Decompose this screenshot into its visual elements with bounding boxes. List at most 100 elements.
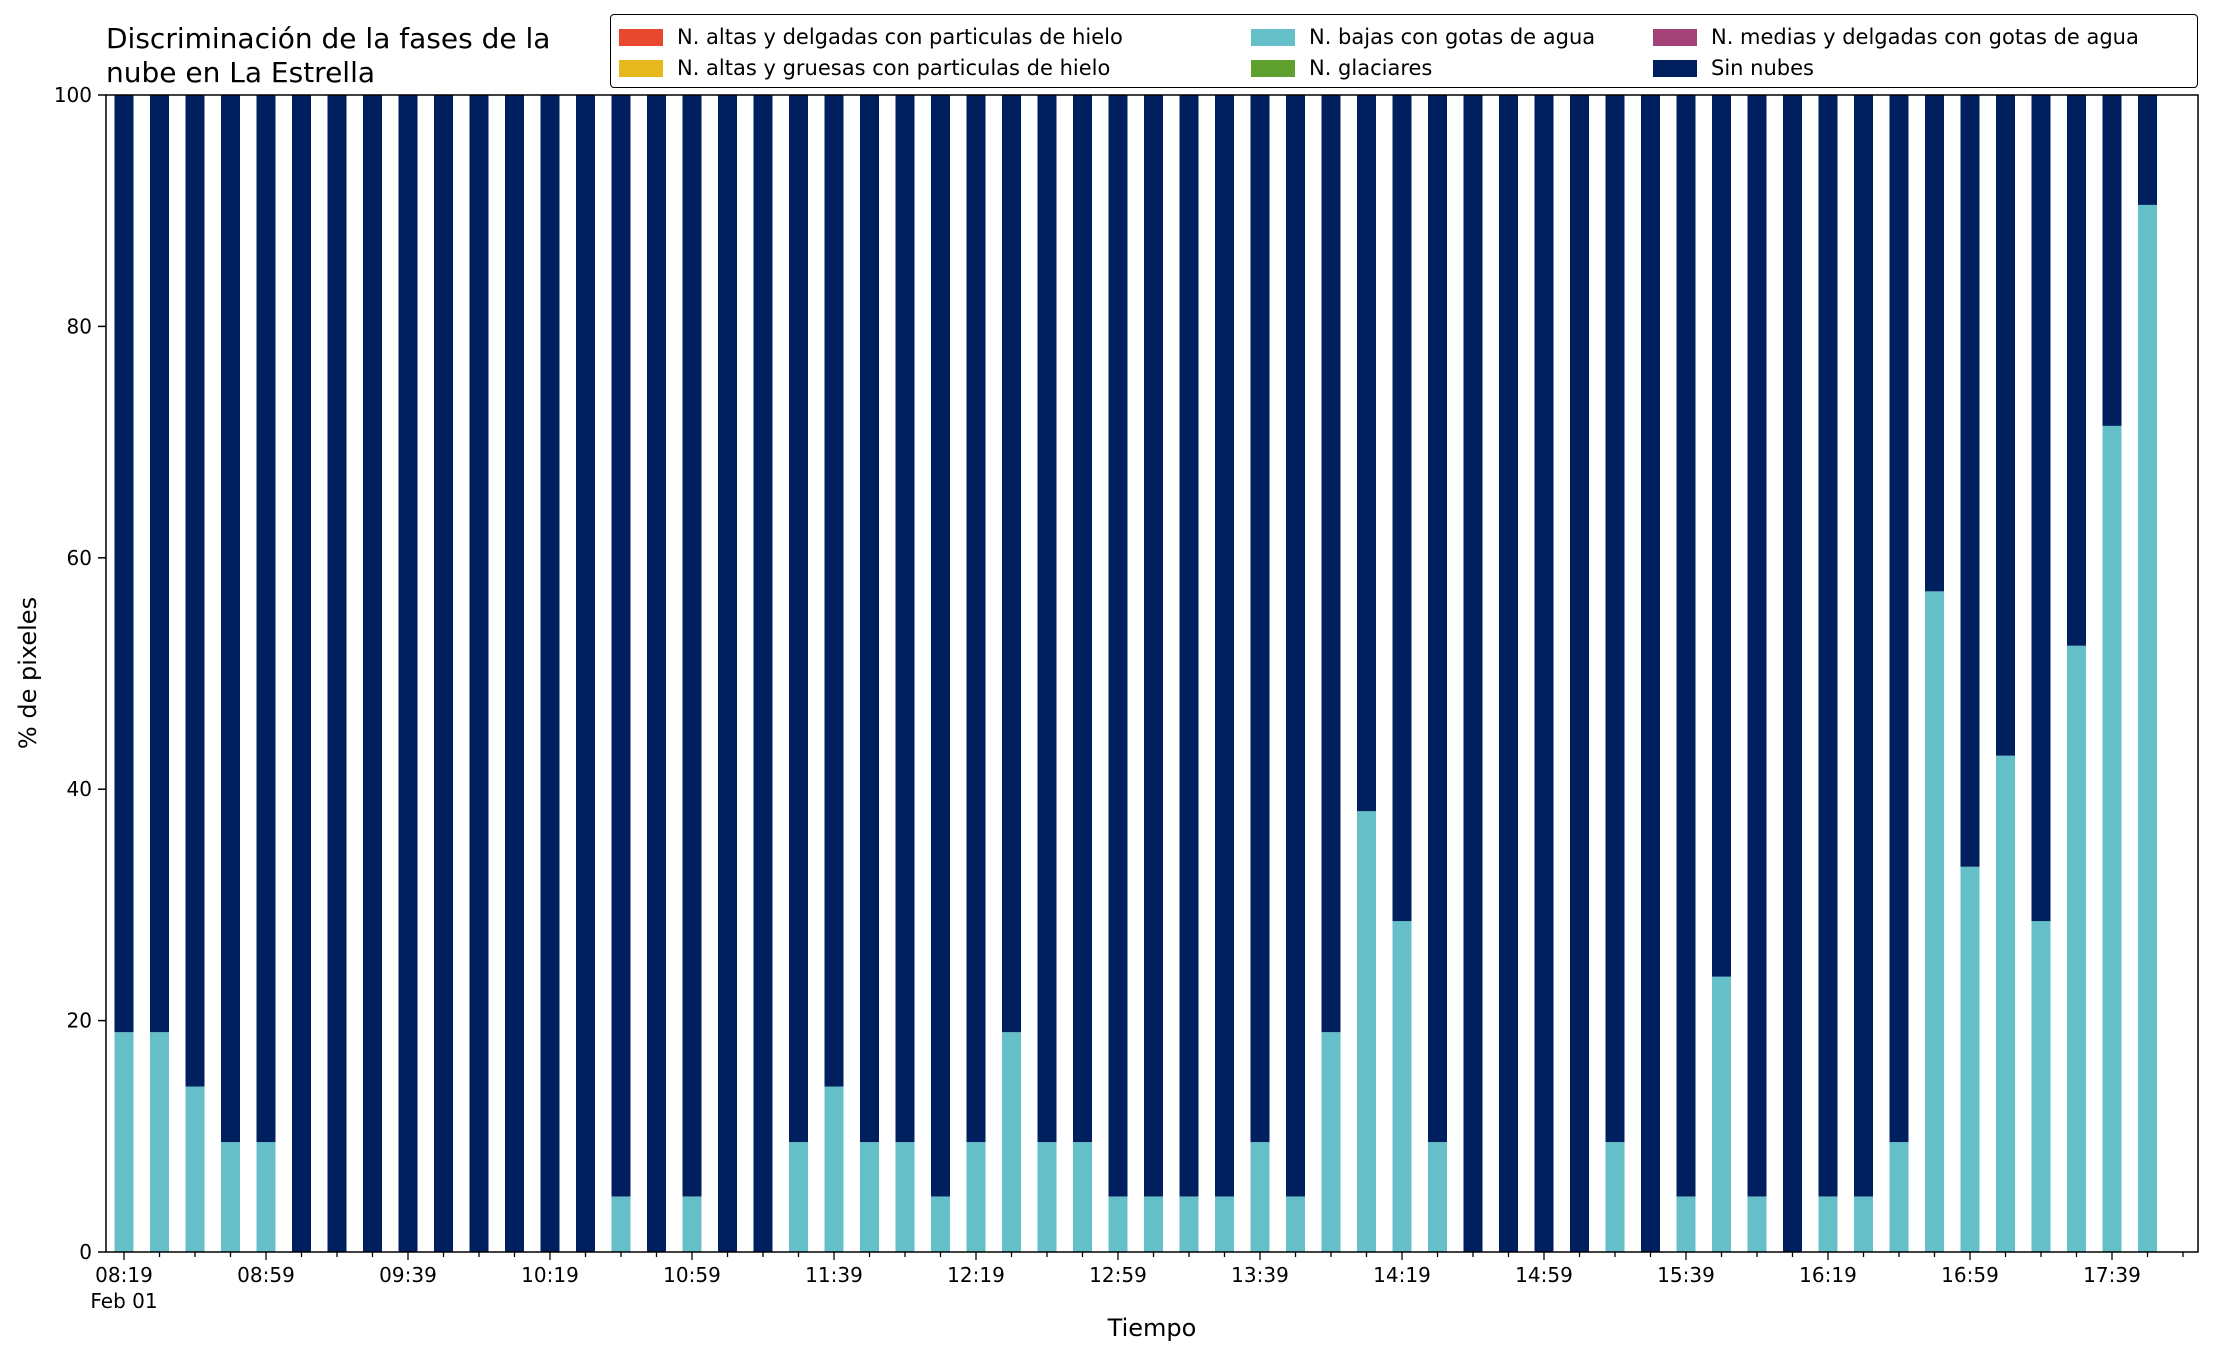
bar-segment-bajas [221,1142,240,1252]
bar-segment-sin-nubes [895,95,915,1143]
legend-swatch [619,28,663,46]
x-tick-label: 13:39 [1231,1263,1289,1287]
y-tick-label: 100 [54,83,92,107]
legend-swatch [1251,59,1295,77]
chart-title: Discriminación de la fases de la nube en… [106,22,551,89]
bar-segment-sin-nubes [1818,95,1838,1197]
x-tick-label: 09:39 [379,1263,437,1287]
bar-segment-bajas [1818,1196,1838,1252]
bar-segment-bajas [1854,1196,1873,1252]
bar-segment-sin-nubes [860,95,879,1143]
y-tick-label: 20 [67,1009,92,1033]
bar-segment-bajas [1925,591,1944,1252]
bar-segment-bajas [1037,1142,1057,1252]
x-tick-label: 16:59 [1941,1263,1999,1287]
bar-segment-sin-nubes [327,95,347,1252]
x-tick-label: 11:39 [805,1263,863,1287]
bar-segment-bajas [1215,1196,1234,1252]
bar-segment-sin-nubes [647,95,666,1252]
bar-segment-sin-nubes [1463,95,1483,1252]
legend-label: N. glaciares [1309,56,1433,80]
bar-segment-sin-nubes [682,95,702,1197]
bar-segment-bajas [1108,1196,1128,1252]
bar-segment-sin-nubes [966,95,986,1143]
bar-segment-sin-nubes [1321,95,1341,1033]
x-tick-label: 16:19 [1799,1263,1857,1287]
bar-segment-sin-nubes [1215,95,1234,1197]
legend-swatch [1653,59,1697,77]
x-tick-date-label: Feb 01 [90,1289,157,1313]
bar-segment-sin-nubes [363,95,382,1252]
bar-segment-sin-nubes [434,95,453,1252]
bar-segment-sin-nubes [789,95,808,1143]
bar-segment-bajas [682,1196,702,1252]
bar-segment-bajas [1250,1142,1270,1252]
bar-segment-bajas [1002,1032,1021,1252]
bar-segment-bajas [1889,1142,1909,1252]
plot-frame [105,94,2199,1253]
legend-item-bajas-gotas: N. bajas con gotas de agua [1251,22,1595,52]
bar-segment-sin-nubes [931,95,950,1197]
bar-segment-sin-nubes [1641,95,1660,1252]
legend-label: N. bajas con gotas de agua [1309,25,1596,49]
x-tick-label: 08:59 [237,1263,295,1287]
bar-segment-sin-nubes [256,95,276,1143]
legend-item-sin-nubes: Sin nubes [1653,53,1814,83]
bar-segment-bajas [1960,866,1980,1252]
bar-segment-sin-nubes [1002,95,1021,1033]
legend-item-glaciares: N. glaciares [1251,53,1432,83]
bar-segment-bajas [185,1086,205,1252]
y-tick-label: 80 [67,314,92,338]
bar-segment-sin-nubes [1783,95,1802,1252]
x-tick-label: 12:19 [947,1263,1005,1287]
bar-segment-sin-nubes [1570,95,1589,1252]
bar-segment-sin-nubes [1747,95,1767,1197]
bar-segment-sin-nubes [185,95,205,1087]
bar-segment-bajas [1392,921,1412,1252]
bar-segment-bajas [2138,204,2157,1252]
bars-group [114,95,2157,1252]
x-tick-label: 12:59 [1089,1263,1147,1287]
bar-segment-sin-nubes [1286,95,1305,1197]
y-tick-label: 60 [67,546,92,570]
bar-segment-bajas [789,1142,808,1252]
bar-segment-bajas [931,1196,950,1252]
legend-item-medias-delgadas: N. medias y delgadas con gotas de agua [1653,22,2139,52]
bar-segment-sin-nubes [753,95,773,1252]
bar-segment-sin-nubes [1889,95,1909,1143]
x-tick-label: 10:59 [663,1263,721,1287]
y-axis-label: % de pixeles [14,597,42,749]
bar-segment-bajas [2067,645,2086,1252]
bar-segment-bajas [2102,425,2122,1252]
bar-segment-sin-nubes [1357,95,1376,812]
bar-segment-sin-nubes [2138,95,2157,205]
legend-label: Sin nubes [1711,56,1814,80]
y-tick-label: 40 [67,777,92,801]
bar-segment-bajas [114,1032,134,1252]
bar-segment-sin-nubes [1073,95,1092,1143]
bar-segment-sin-nubes [398,95,418,1252]
bar-segment-sin-nubes [221,95,240,1143]
legend-swatch [1653,28,1697,46]
bar-segment-sin-nubes [2067,95,2086,646]
bar-segment-sin-nubes [1250,95,1270,1143]
bar-segment-sin-nubes [114,95,134,1033]
bar-segment-bajas [966,1142,986,1252]
x-tick-label: 10:19 [521,1263,579,1287]
bar-segment-bajas [1357,811,1376,1252]
x-axis-ticks: 08:19 08:59 09:39 10:19 10:59 11:39 12:19 12:59… [90,1252,2184,1313]
bar-segment-bajas [1996,755,2015,1252]
legend-label: N. medias y delgadas con gotas de agua [1711,25,2139,49]
bar-segment-bajas [1605,1142,1625,1252]
bar-segment-sin-nubes [1605,95,1625,1143]
legend-item-altas-gruesas: N. altas y gruesas con particulas de hie… [619,53,1110,83]
bar-segment-sin-nubes [1925,95,1944,592]
bar-segment-bajas [1144,1196,1163,1252]
chart-legend: N. altas y delgadas con particulas de hi… [610,14,2198,88]
bar-segment-sin-nubes [824,95,844,1087]
bar-segment-sin-nubes [1392,95,1412,922]
bar-segment-sin-nubes [576,95,595,1252]
legend-swatch [1251,28,1295,46]
bar-segment-sin-nubes [718,95,737,1252]
